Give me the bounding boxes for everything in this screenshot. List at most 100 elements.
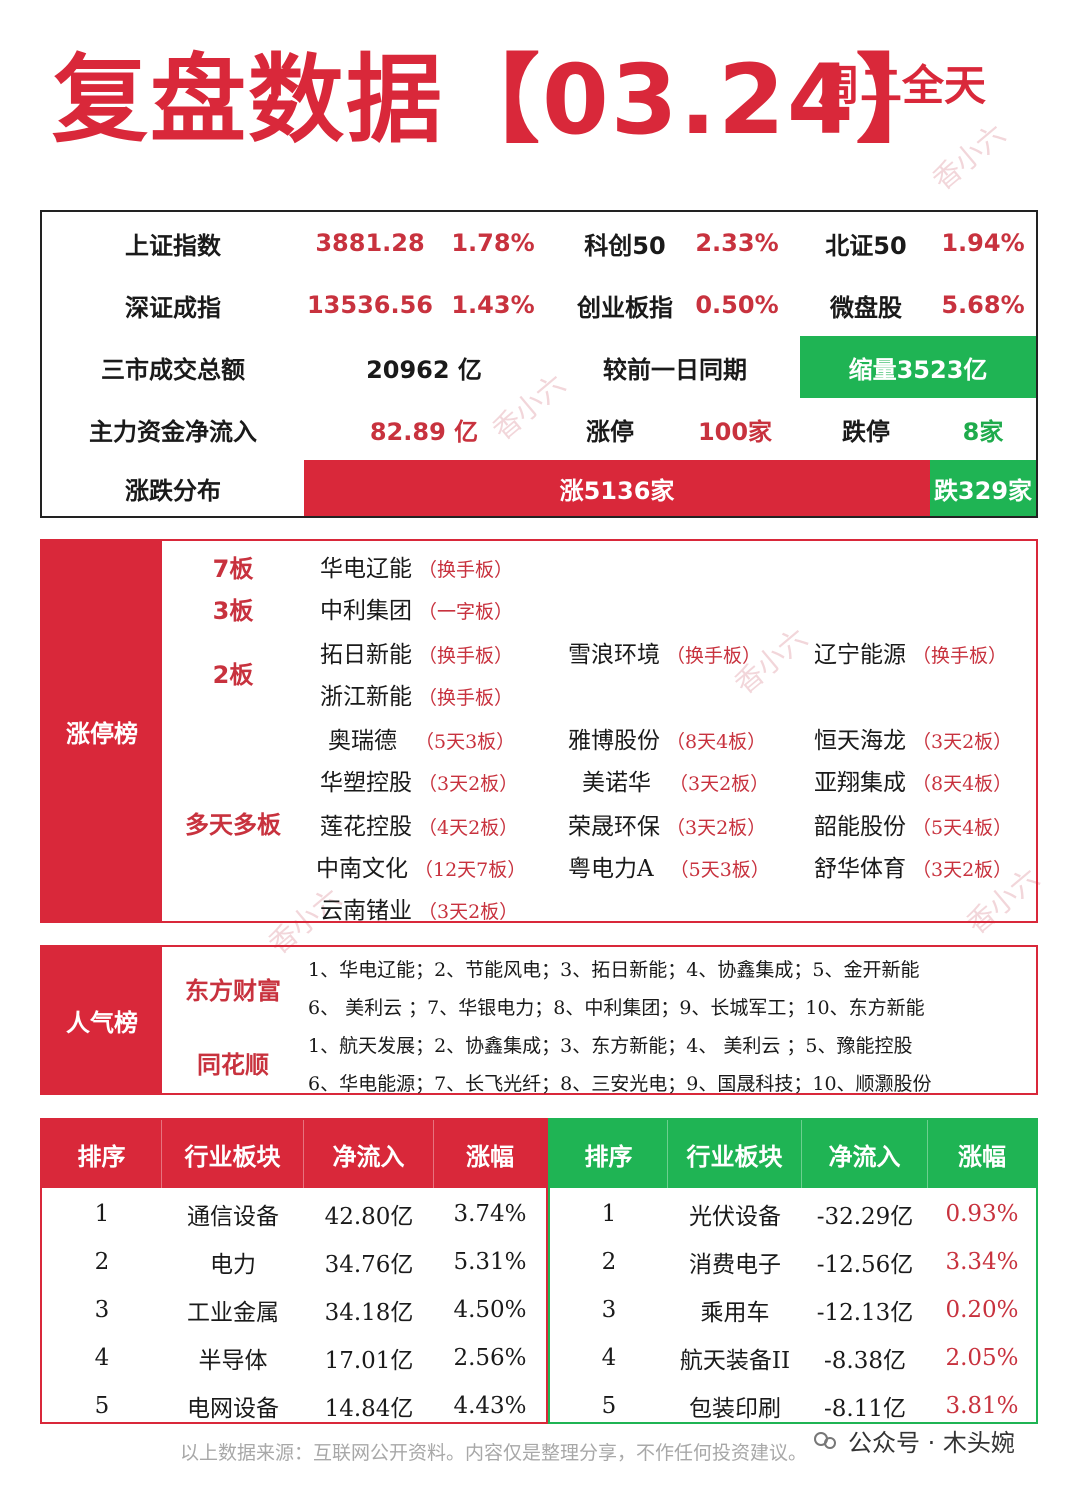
bz50-name: 北证50 bbox=[825, 231, 907, 260]
sz-index-name: 深证成指 bbox=[125, 293, 221, 322]
limit-down-value: 8家 bbox=[962, 417, 1004, 446]
net-inflow: 34.18亿 bbox=[324, 1300, 414, 1326]
distribution-bar: 涨5136家 跌329家 bbox=[304, 460, 1036, 516]
turnover-label: 三市成交总额 bbox=[101, 355, 245, 384]
limit-up-value: 100家 bbox=[697, 417, 773, 446]
microcap-change: 5.68% bbox=[941, 291, 1025, 319]
header-change: 涨幅 bbox=[466, 1142, 514, 1171]
sector-name: 消费电子 bbox=[689, 1252, 781, 1278]
bz50-change: 1.94% bbox=[941, 229, 1025, 257]
sector-name: 航天装备II bbox=[679, 1348, 791, 1374]
ths-label: 同花顺 bbox=[197, 1051, 269, 1079]
sector-name: 半导体 bbox=[198, 1348, 268, 1374]
net-inflow: -8.38亿 bbox=[824, 1348, 906, 1374]
table-row: 2 消费电子 -12.56亿 3.34% bbox=[550, 1238, 1036, 1286]
distribution-up: 涨5136家 bbox=[304, 460, 930, 516]
category-3-board: 3板 bbox=[212, 597, 254, 625]
limit-up-board: 涨停榜 7板 3板 2板 多天多板 华电辽能 （换手板） 中利集团 （一字板） 拓日… bbox=[40, 539, 1038, 924]
rank: 5 bbox=[601, 1393, 617, 1419]
stock-item: 华塑控股 （3天2板） bbox=[320, 770, 519, 796]
stock-item: 粤电力A （5天3板） bbox=[568, 856, 770, 882]
net-inflow: -12.56亿 bbox=[816, 1252, 914, 1278]
distribution-down: 跌329家 bbox=[930, 460, 1036, 516]
category-2-board: 2板 bbox=[212, 661, 254, 689]
sector-name: 光伏设备 bbox=[689, 1204, 781, 1230]
rank: 2 bbox=[601, 1249, 617, 1275]
limit-up-section-label: 涨停榜 bbox=[42, 541, 162, 921]
stock-item: 美诺华 （3天2板） bbox=[582, 770, 770, 796]
stock-item: 亚翔集成 （8天4板） bbox=[814, 770, 1013, 796]
kc50-change: 2.33% bbox=[695, 229, 779, 257]
net-inflow: 42.80亿 bbox=[324, 1204, 414, 1230]
stock-item: 雪浪环境 （换手板） bbox=[568, 642, 762, 668]
limit-down-label: 跌停 bbox=[842, 417, 890, 446]
turnover-value: 20962 亿 bbox=[366, 355, 482, 384]
rank: 1 bbox=[94, 1201, 110, 1227]
dfcf-label: 东方财富 bbox=[185, 977, 281, 1005]
table-row: 5 包装印刷 -8.11亿 3.81% bbox=[550, 1382, 1036, 1430]
page-subtitle: 周二全天 bbox=[818, 61, 987, 110]
sector-name: 通信设备 bbox=[187, 1204, 279, 1230]
table-row: 1 通信设备 42.80亿 3.74% bbox=[42, 1190, 546, 1238]
header-sector: 行业板块 bbox=[668, 1120, 802, 1188]
header-change: 涨幅 bbox=[958, 1142, 1006, 1171]
compare-label: 较前一日同期 bbox=[603, 355, 747, 384]
stock-item: 奥瑞德 （5天3板） bbox=[328, 728, 516, 754]
category-multi-board: 多天多板 bbox=[185, 811, 281, 839]
sector-name: 包装印刷 bbox=[689, 1396, 781, 1422]
net-inflow: 14.84亿 bbox=[324, 1396, 414, 1422]
stock-item: 韶能股份 （5天4板） bbox=[814, 814, 1013, 840]
change-pct: 3.81% bbox=[945, 1393, 1019, 1419]
stock-item: 拓日新能 （换手板） bbox=[320, 642, 514, 668]
disclaimer-note: 以上数据来源：互联网公开资料。内容仅是整理分享，不作任何投资建议。 bbox=[180, 1442, 808, 1464]
table-row: 4 航天装备II -8.38亿 2.05% bbox=[550, 1334, 1036, 1382]
rank: 4 bbox=[601, 1345, 617, 1371]
stock-item: 雅博股份 （8天4板） bbox=[568, 728, 767, 754]
change-pct: 5.31% bbox=[453, 1249, 527, 1275]
page-title: 复盘数据【03.24】 bbox=[52, 44, 954, 156]
dfcf-line-2: 6、 美利云 ；7、华银电力；8、中利集团；9、长城军工；10、东方新能 bbox=[308, 997, 925, 1019]
brand-label: 公众号 · 木头婉 bbox=[848, 1429, 1015, 1457]
stock-item: 云南锗业 （3天2板） bbox=[320, 898, 519, 924]
sz-index-change: 1.43% bbox=[451, 291, 535, 319]
rank: 5 bbox=[94, 1393, 110, 1419]
microcap-name: 微盘股 bbox=[830, 293, 902, 322]
change-pct: 3.74% bbox=[453, 1201, 527, 1227]
table-row: 3 工业金属 34.18亿 4.50% bbox=[42, 1286, 546, 1334]
limit-up-label: 涨停 bbox=[586, 417, 634, 446]
popularity-board: 人气榜 东方财富 同花顺 1、华电辽能；2、节能风电；3、拓日新能；4、协鑫集成… bbox=[40, 945, 1038, 1095]
stock-item: 莲花控股 （4天2板） bbox=[320, 814, 519, 840]
sector-inflow-header: 排序 行业板块 净流入 涨幅 bbox=[42, 1120, 546, 1188]
change-pct: 2.56% bbox=[453, 1345, 527, 1371]
rank: 4 bbox=[94, 1345, 110, 1371]
header-sector: 行业板块 bbox=[162, 1120, 304, 1188]
sh-index-name: 上证指数 bbox=[125, 231, 221, 260]
table-row: 5 电网设备 14.84亿 4.43% bbox=[42, 1382, 546, 1430]
stock-item: 辽宁能源 （换手板） bbox=[814, 642, 1008, 668]
net-inflow: -12.13亿 bbox=[816, 1300, 914, 1326]
net-flow-label: 主力资金净流入 bbox=[89, 417, 257, 446]
sector-name: 电力 bbox=[210, 1252, 256, 1278]
sector-inflow-table: 排序 行业板块 净流入 涨幅 1 通信设备 42.80亿 3.74% 2 电力 … bbox=[40, 1118, 548, 1424]
sector-name: 电网设备 bbox=[187, 1396, 279, 1422]
change-pct: 4.43% bbox=[453, 1393, 527, 1419]
table-row: 2 电力 34.76亿 5.31% bbox=[42, 1238, 546, 1286]
change-pct: 3.34% bbox=[945, 1249, 1019, 1275]
chinext-name: 创业板指 bbox=[577, 293, 673, 322]
table-row: 1 光伏设备 -32.29亿 0.93% bbox=[550, 1190, 1036, 1238]
table-row: 4 半导体 17.01亿 2.56% bbox=[42, 1334, 546, 1382]
popularity-section-label: 人气榜 bbox=[42, 947, 162, 1093]
sector-outflow-header: 排序 行业板块 净流入 涨幅 bbox=[550, 1120, 1036, 1188]
account-brand: 公众号 · 木头婉 bbox=[812, 1423, 1015, 1458]
wechat-icon bbox=[812, 1430, 840, 1452]
sh-index-value: 3881.28 bbox=[315, 229, 425, 257]
dfcf-line-1: 1、华电辽能；2、节能风电；3、拓日新能；4、协鑫集成；5、金开新能 bbox=[308, 959, 920, 981]
header-netflow: 净流入 bbox=[802, 1120, 928, 1188]
stock-item: 中利集团 （一字板） bbox=[320, 598, 514, 624]
net-inflow: 17.01亿 bbox=[324, 1348, 414, 1374]
market-summary-table: 上证指数 3881.28 1.78% 科创50 2.33% 北证50 1.94%… bbox=[40, 210, 1038, 518]
chinext-change: 0.50% bbox=[695, 291, 779, 319]
rank: 1 bbox=[601, 1201, 617, 1227]
stock-item: 恒天海龙 （3天2板） bbox=[814, 728, 1013, 754]
sector-outflow-table: 排序 行业板块 净流入 涨幅 1 光伏设备 -32.29亿 0.93% 2 消费… bbox=[548, 1118, 1038, 1424]
